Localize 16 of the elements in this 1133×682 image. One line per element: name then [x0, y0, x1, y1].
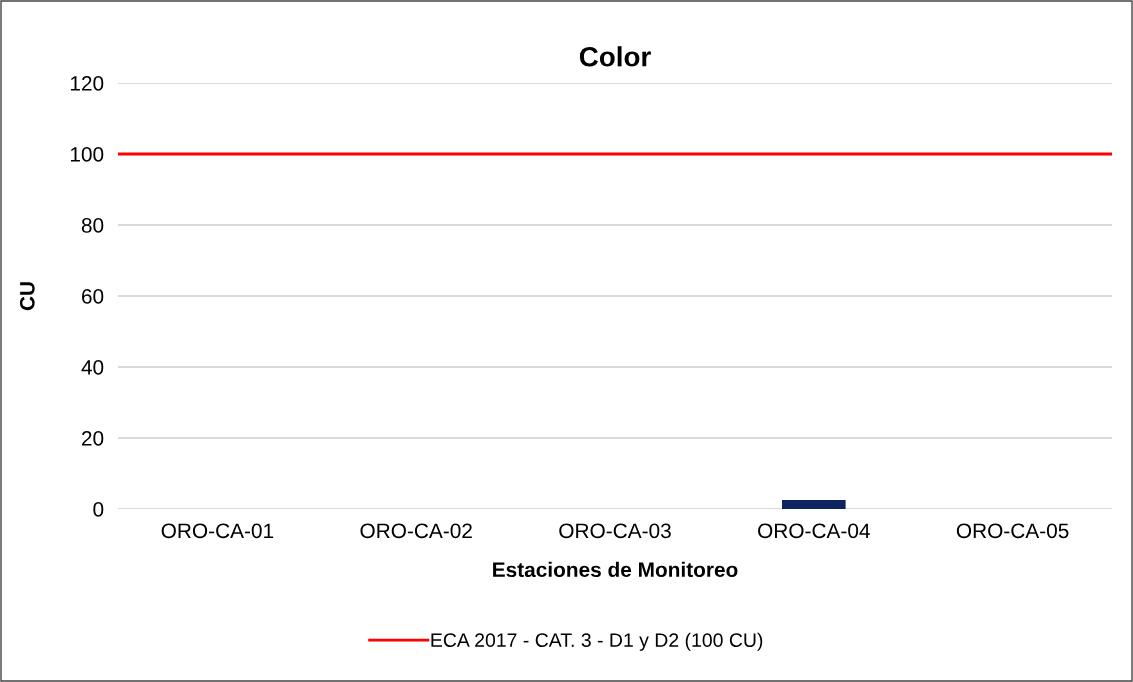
y-tick-label: 120 [70, 76, 104, 91]
x-tick-label: ORO-CA-02 [360, 523, 472, 539]
y-tick-label: 80 [81, 218, 104, 233]
y-tick-label: 60 [82, 289, 104, 304]
x-tick-label: ORO-CA-03 [559, 523, 671, 539]
chart-title: Color [579, 46, 651, 67]
y-axis-title: CU [19, 282, 35, 311]
y-tick-label: 20 [81, 431, 104, 446]
y-tick-label: 40 [81, 360, 104, 375]
x-axis-title: Estaciones de Monitoreo [493, 561, 738, 578]
y-tick-label: 0 [93, 502, 104, 517]
x-tick-label: ORO-CA-01 [161, 523, 274, 539]
x-tick-label: ORO-CA-04 [758, 523, 870, 539]
x-tick-label: ORO-CA-05 [956, 523, 1069, 539]
legend-label: ECA 2017 - CAT. 3 - D1 y D2 (100 CU) [431, 632, 763, 651]
y-tick-label: 100 [70, 147, 104, 162]
